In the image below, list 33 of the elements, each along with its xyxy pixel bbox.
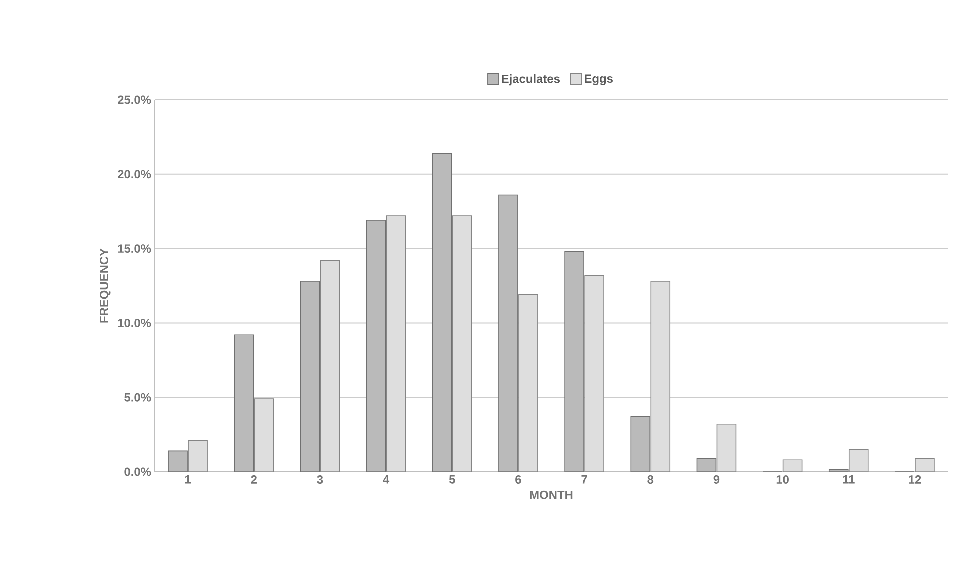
y-tick-label: 20.0% [118, 170, 152, 179]
x-tick-label: 10 [776, 476, 789, 484]
bar [254, 398, 274, 472]
bar [783, 460, 802, 472]
x-tick-label: 5 [449, 476, 456, 484]
x-tick-label: 3 [317, 476, 324, 484]
x-axis-title: MONTH [530, 490, 573, 500]
y-axis-title: FREQUENCY [100, 248, 111, 323]
bar [320, 260, 340, 472]
bar [848, 449, 869, 472]
x-tick-label: 2 [251, 476, 257, 484]
y-tick-label: 5.0% [124, 393, 152, 402]
bar [518, 294, 538, 472]
x-tick-label: 7 [582, 476, 588, 484]
y-tick-label: 0.0% [124, 468, 152, 476]
bar [188, 440, 208, 472]
legend-label: Ejaculates [502, 74, 560, 86]
y-tick-label: 25.0% [118, 96, 152, 104]
bar [650, 281, 671, 472]
x-tick-label: 6 [516, 476, 522, 484]
x-tick-label: 12 [909, 476, 922, 484]
y-tick-label: 10.0% [118, 318, 152, 328]
bar [386, 216, 406, 472]
x-tick-label: 11 [843, 476, 855, 484]
bar [584, 275, 604, 472]
bar [716, 424, 737, 472]
x-tick-label: 9 [714, 476, 720, 484]
x-tick-label: 1 [185, 476, 192, 484]
bar [452, 216, 472, 472]
y-tick-label: 15.0% [118, 244, 152, 254]
x-tick-label: 4 [383, 476, 390, 484]
x-tick-label: 8 [648, 476, 654, 484]
legend-label: Eggs [585, 74, 613, 86]
